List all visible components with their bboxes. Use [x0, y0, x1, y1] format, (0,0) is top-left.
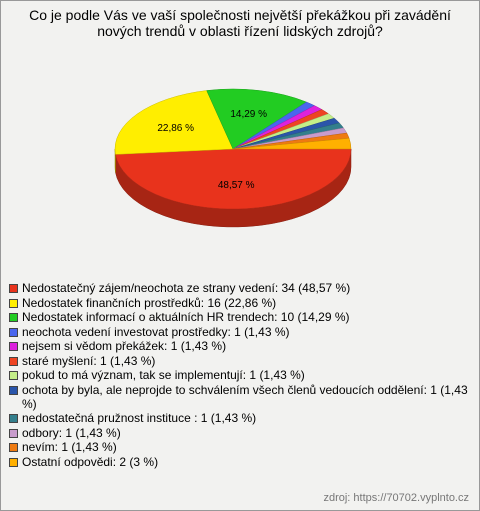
legend: Nedostatečný zájem/neochota ze strany ve…	[9, 281, 471, 469]
legend-swatch	[9, 327, 18, 337]
legend-swatch	[9, 457, 18, 467]
legend-label: ochota by byla, ale neprojde to schválen…	[22, 382, 468, 411]
legend-label: odbory: 1 (1,43 %)	[22, 425, 121, 440]
legend-label: staré myšlení: 1 (1,43 %)	[22, 353, 156, 368]
chart-title: Co je podle Vás ve vaší společnosti nejv…	[29, 7, 451, 39]
legend-swatch	[9, 414, 18, 423]
slice-label: 48,57 %	[218, 180, 255, 191]
legend-swatch	[9, 371, 18, 380]
legend-label: nevím: 1 (1,43 %)	[22, 440, 117, 454]
legend-swatch	[9, 428, 18, 438]
legend-label: Nedostatek finančních prostředků: 16 (22…	[22, 295, 277, 310]
legend-label: Nedostatečný zájem/neochota ze strany ve…	[22, 281, 351, 295]
legend-label: pokud to má význam, tak se implementují:…	[22, 368, 305, 382]
source: zdroj: https://70702.vyplnto.cz	[323, 492, 469, 504]
legend-swatch	[9, 342, 18, 351]
legend-item: neochota vedení investovat prostředky: 1…	[9, 325, 471, 339]
legend-item: pokud to má význam, tak se implementují:…	[9, 368, 471, 382]
legend-label: Nedostatek informací o aktuálních HR tre…	[22, 310, 350, 324]
legend-swatch	[9, 356, 18, 366]
legend-label: nejsem si vědom překážek: 1 (1,43 %)	[22, 339, 227, 353]
legend-item: Ostatní odpovědi: 2 (3 %)	[9, 455, 471, 469]
legend-swatch	[9, 443, 18, 452]
legend-swatch	[9, 313, 18, 322]
slice	[232, 138, 352, 150]
slice	[114, 90, 234, 155]
legend-item: nevím: 1 (1,43 %)	[9, 440, 471, 454]
legend-item: Nedostatek informací o aktuálních HR tre…	[9, 310, 471, 324]
slice	[206, 88, 308, 150]
legend-item: nedostatečná pružnost instituce : 1 (1,4…	[9, 411, 471, 425]
legend-item: ochota by byla, ale neprojde to schválen…	[9, 383, 471, 411]
legend-swatch	[9, 385, 18, 395]
legend-label: Ostatní odpovědi: 2 (3 %)	[22, 454, 159, 469]
slice	[115, 148, 352, 210]
legend-item: staré myšlení: 1 (1,43 %)	[9, 354, 471, 368]
legend-label: neochota vedení investovat prostředky: 1…	[22, 324, 290, 339]
slice-label: 22,86 %	[157, 123, 194, 134]
legend-item: Nedostatečný zájem/neochota ze strany ve…	[9, 281, 471, 295]
legend-swatch	[9, 284, 18, 293]
legend-label: nedostatečná pružnost instituce : 1 (1,4…	[22, 411, 257, 425]
legend-swatch	[9, 298, 18, 308]
legend-item: nejsem si vědom překážek: 1 (1,43 %)	[9, 339, 471, 353]
pie: 48,57 % 22,86 % 14,29 %	[114, 88, 352, 228]
legend-item: Nedostatek finančních prostředků: 16 (22…	[9, 296, 471, 310]
slice-label: 14,29 %	[230, 109, 267, 120]
legend-item: odbory: 1 (1,43 %)	[9, 426, 471, 440]
